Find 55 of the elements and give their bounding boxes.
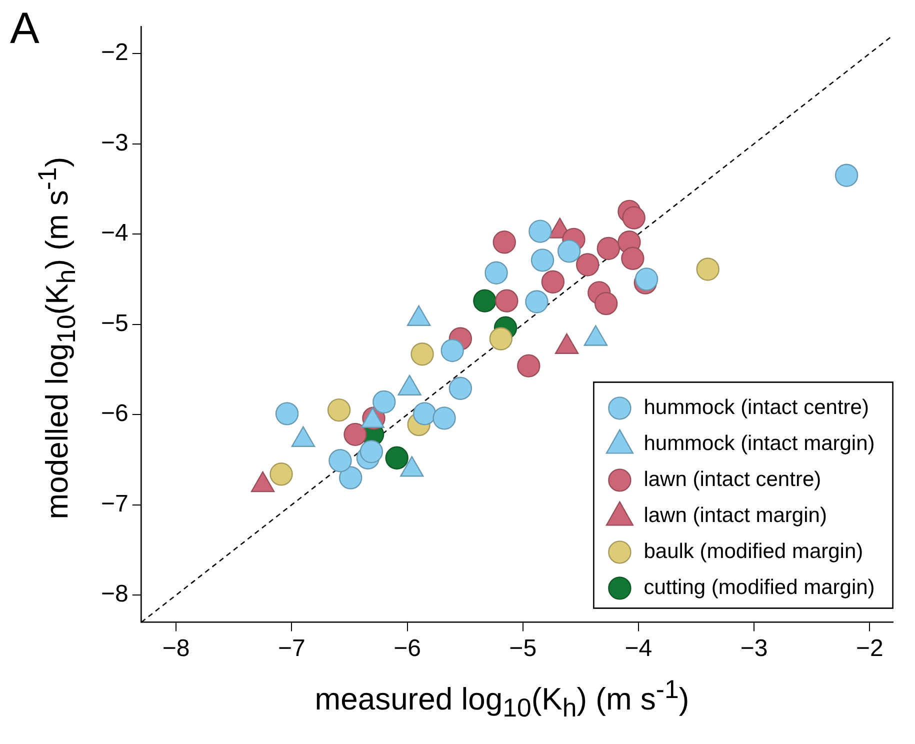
point: [275, 402, 299, 426]
x-tick-label: −3: [740, 635, 768, 662]
x-tick-label: −8: [162, 635, 190, 662]
y-tick-label: −5: [100, 310, 128, 337]
point: [489, 327, 512, 350]
point: [432, 406, 456, 430]
point: [696, 258, 720, 281]
x-tick-label: −5: [509, 635, 537, 662]
point: [412, 402, 436, 426]
x-tick-label: −4: [624, 635, 652, 662]
y-tick-label: −8: [100, 580, 128, 608]
legend-label: baulk (modified margin): [644, 540, 864, 563]
legend-label: hummock (intact margin): [644, 432, 875, 455]
point: [517, 354, 540, 378]
point: [385, 446, 408, 470]
x-tick-label: −2: [856, 635, 884, 662]
point: [525, 290, 548, 314]
point: [410, 342, 434, 366]
point: [576, 253, 600, 276]
point: [473, 289, 496, 312]
point: [594, 292, 618, 316]
point: [484, 261, 508, 284]
legend-label: lawn (intact centre): [644, 468, 822, 491]
point: [528, 220, 552, 243]
point: [328, 449, 352, 472]
point: [372, 390, 396, 414]
y-tick-label: −2: [100, 39, 128, 66]
point: [634, 268, 658, 291]
point: [541, 270, 565, 294]
point: [270, 462, 293, 486]
y-tick-label: −6: [100, 400, 128, 428]
point: [360, 440, 384, 464]
legend-label: lawn (intact margin): [644, 504, 827, 527]
y-tick-label: −7: [100, 490, 128, 518]
text: A: [10, 4, 40, 54]
point: [344, 422, 367, 446]
point: [530, 248, 554, 272]
point: [492, 230, 516, 254]
x-axis-title: measured log$_{10}$(K$_{h}$) (m s$^{-1}$): [314, 676, 690, 724]
point: [440, 338, 464, 362]
y-tick-label: −3: [100, 129, 128, 156]
point: [596, 236, 620, 260]
legend-label: cutting (modified margin): [644, 576, 875, 599]
point: [622, 206, 646, 230]
point: [339, 466, 362, 490]
x-tick-label: −7: [278, 635, 306, 662]
y-tick-label: −4: [100, 220, 128, 247]
point: [834, 164, 858, 187]
point: [327, 398, 351, 422]
legend-label: hummock (intact centre): [644, 396, 869, 419]
point: [558, 240, 581, 263]
point: [621, 246, 644, 270]
point: [448, 376, 472, 400]
point: [495, 289, 518, 312]
x-tick-label: −6: [394, 635, 421, 662]
